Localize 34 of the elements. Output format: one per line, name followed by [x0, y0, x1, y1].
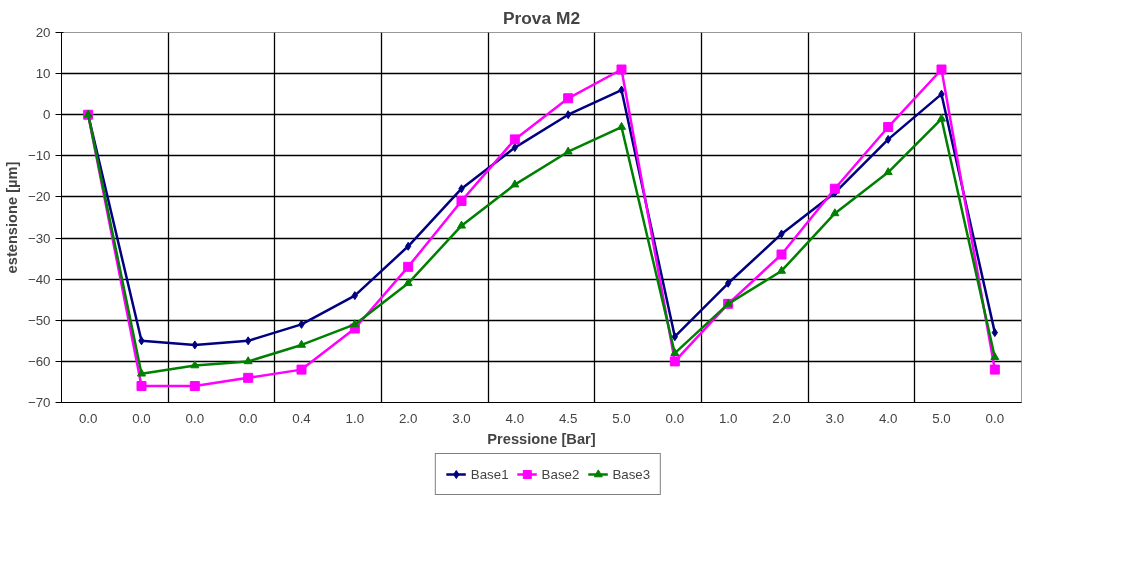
legend-label: Base3: [612, 466, 651, 482]
legend-label: Base1: [470, 466, 509, 482]
y-tick-label: 0: [43, 107, 51, 123]
x-tick-label: 1.0: [718, 410, 738, 426]
y-tick-label: −40: [27, 271, 51, 287]
x-tick-label: 0.0: [985, 410, 1005, 426]
y-tick-label: −70: [27, 395, 51, 410]
x-tick-label: 5.0: [932, 410, 951, 426]
y-axis-title: estensione [µm]: [3, 161, 20, 274]
x-tick-label: 0.0: [132, 410, 151, 426]
y-tick-label: 20: [35, 25, 51, 40]
y-tick-label: −30: [27, 230, 51, 246]
legend-label: Base2: [541, 466, 580, 482]
y-tick-label: −60: [27, 353, 51, 369]
x-tick-label: 0.0: [185, 410, 205, 426]
y-tick-label: −50: [27, 312, 51, 328]
y-tick-label: −10: [27, 148, 51, 164]
x-tick-label: 3.0: [452, 410, 471, 426]
x-axis-title: Pressione [Bar]: [487, 430, 596, 447]
x-tick-label: 4.5: [558, 410, 578, 426]
y-tick-label: 10: [35, 66, 51, 82]
x-tick-label: 2.0: [398, 410, 418, 426]
x-tick-label: 4.0: [878, 410, 898, 426]
x-tick-label: 2.0: [772, 410, 791, 426]
x-tick-label: 5.0: [612, 410, 631, 426]
x-tick-label: 0.0: [78, 410, 98, 426]
x-tick-label: 0.0: [238, 410, 258, 426]
x-tick-label: 1.0: [345, 410, 365, 426]
chart-title: Prova M2: [502, 7, 581, 28]
x-tick-label: 3.0: [825, 410, 845, 426]
x-tick-label: 0.4: [292, 410, 312, 426]
y-tick-label: −20: [27, 189, 51, 205]
x-tick-label: 0.0: [665, 410, 685, 426]
x-tick-label: 4.0: [505, 410, 525, 426]
